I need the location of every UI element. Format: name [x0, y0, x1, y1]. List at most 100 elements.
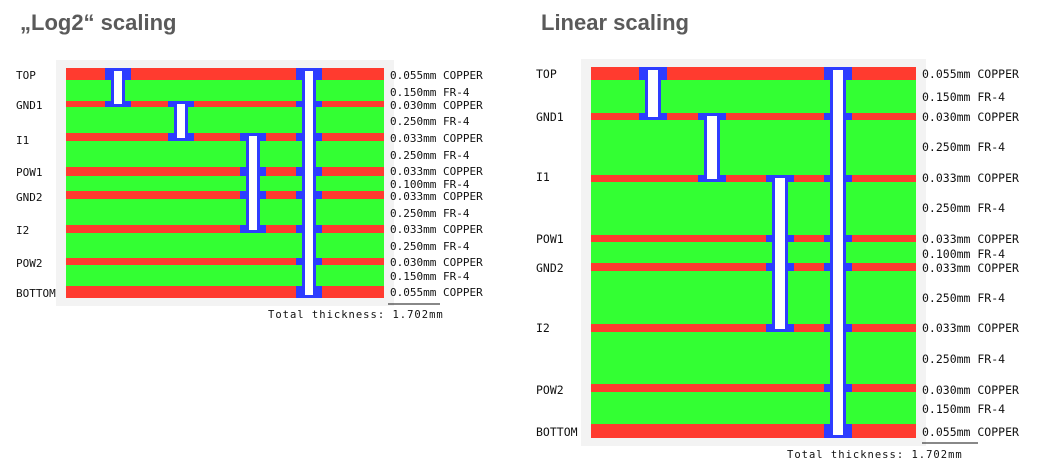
- linear-scaling-panel: Linear scaling 0.055mm COPPER 0.150mm FR-…: [525, 0, 1050, 473]
- through-via-pad: [824, 235, 830, 242]
- fr4-layer: [66, 176, 384, 191]
- buried-via-lower-pad: [240, 225, 246, 233]
- layer-thickness-label: 0.033mm COPPER: [922, 232, 1019, 246]
- blind-via-pad: [105, 68, 111, 80]
- layer-name-label: I2: [536, 321, 550, 335]
- panel-title-log2: „Log2“ scaling: [20, 10, 177, 35]
- buried-via-lower-pad: [766, 324, 772, 332]
- buried-via-lower-pad: [240, 167, 246, 176]
- blind-via-pad: [661, 113, 667, 120]
- layer-name-label: POW2: [16, 257, 43, 270]
- through-via-pad: [316, 133, 322, 141]
- layer-name-label: I1: [536, 170, 550, 184]
- blind-via-hole: [648, 70, 658, 117]
- layer-thickness-label: 0.055mm COPPER: [390, 69, 483, 82]
- through-via-pad: [316, 68, 322, 80]
- buried-via-upper-pad: [698, 175, 704, 182]
- through-via-pad: [316, 101, 322, 107]
- copper-layer: [66, 225, 384, 233]
- through-via-pad: [824, 113, 830, 120]
- through-via-pad: [296, 258, 302, 265]
- buried-via-lower-hole: [249, 136, 257, 230]
- layer-thickness-label: 0.250mm FR-4: [922, 352, 1005, 366]
- panel-title-linear: Linear scaling: [541, 10, 689, 35]
- blind-via-pad: [639, 113, 645, 120]
- through-via-pad: [296, 133, 302, 141]
- layer-thickness-label: 0.033mm COPPER: [922, 171, 1019, 185]
- through-via-pad: [846, 324, 852, 332]
- buried-via-upper-pad: [168, 133, 174, 141]
- through-via-pad: [296, 101, 302, 107]
- through-via-pad: [296, 286, 302, 298]
- fr4-layer: [591, 271, 916, 324]
- through-via-pad: [846, 113, 852, 120]
- total-thickness-label: Total thickness: 1.702mm: [787, 449, 963, 461]
- buried-via-lower-pad: [240, 133, 246, 141]
- layer-thickness-label: 0.055mm COPPER: [922, 67, 1019, 81]
- blind-via-pad: [125, 68, 131, 80]
- layer-thickness-label: 0.250mm FR-4: [390, 207, 470, 220]
- copper-layer: [66, 101, 384, 107]
- layer-name-label: TOP: [536, 67, 557, 81]
- through-via-pad: [296, 225, 302, 233]
- fr4-layer: [66, 199, 384, 225]
- through-via-hole: [305, 71, 313, 295]
- through-via-pad: [824, 263, 830, 271]
- layer-thickness-label: 0.030mm COPPER: [922, 110, 1019, 124]
- log2-scaling-panel: „Log2“ scaling 0.055mm COPPER 0.150mm FR-…: [16, 10, 483, 321]
- layer-thickness-label: 0.150mm FR-4: [922, 90, 1005, 104]
- buried-via-upper-hole: [707, 116, 717, 179]
- fr4-layer: [66, 141, 384, 167]
- layer-thickness-label: 0.250mm FR-4: [390, 115, 470, 128]
- layer-name-label: GND2: [16, 191, 43, 204]
- layer-name-label: BOTTOM: [16, 287, 56, 300]
- layer-thickness-label: 0.033mm COPPER: [390, 132, 483, 145]
- buried-via-lower-pad: [260, 133, 266, 141]
- layer-thickness-label: 0.030mm COPPER: [390, 99, 483, 112]
- through-via-pad: [824, 384, 830, 392]
- layer-thickness-label: 0.250mm FR-4: [390, 240, 470, 253]
- buried-via-upper-pad: [188, 101, 194, 107]
- blind-via-pad: [125, 101, 131, 107]
- through-via-pad: [316, 191, 322, 199]
- buried-via-upper-hole: [177, 104, 185, 138]
- buried-via-lower-pad: [260, 225, 266, 233]
- through-via-pad: [846, 384, 852, 392]
- layer-thickness-label: 0.150mm FR-4: [390, 270, 470, 283]
- through-via-pad: [824, 67, 830, 80]
- linear-stackup-diagram: 0.055mm COPPER 0.150mm FR-4 0.030mm COPPER…: [536, 59, 1019, 461]
- layer-thickness-label: 0.055mm COPPER: [922, 425, 1019, 439]
- buried-via-lower-hole: [775, 178, 785, 329]
- buried-via-lower-pad: [766, 175, 772, 182]
- through-via-pad: [316, 286, 322, 298]
- buried-via-lower-pad: [240, 191, 246, 199]
- layer-thickness-label: 0.033mm COPPER: [922, 321, 1019, 335]
- layer-name-label: I1: [16, 134, 29, 147]
- layer-name-label: GND1: [16, 99, 43, 112]
- through-via-pad: [824, 424, 830, 438]
- blind-via-hole: [114, 71, 122, 104]
- layer-thickness-label: 0.030mm COPPER: [390, 256, 483, 269]
- layer-thickness-label: 0.250mm FR-4: [922, 140, 1005, 154]
- fr4-layer: [591, 332, 916, 384]
- buried-via-upper-pad: [168, 101, 174, 107]
- buried-via-upper-pad: [720, 113, 726, 120]
- through-via-pad: [316, 167, 322, 176]
- through-via-pad: [824, 175, 830, 182]
- layer-name-label: POW1: [536, 232, 564, 246]
- fr4-layer: [591, 392, 916, 424]
- layer-thickness-label: 0.100mm FR-4: [390, 178, 470, 191]
- through-via-pad: [316, 225, 322, 233]
- fr4-layer: [591, 80, 916, 113]
- layer-thickness-label: 0.250mm FR-4: [922, 201, 1005, 215]
- copper-layer: [591, 424, 916, 438]
- layer-thickness-label: 0.100mm FR-4: [922, 247, 1005, 261]
- through-via-pad: [824, 324, 830, 332]
- buried-via-lower-pad: [260, 167, 266, 176]
- layer-thickness-label: 0.030mm COPPER: [922, 383, 1019, 397]
- layer-thickness-label: 0.055mm COPPER: [390, 286, 483, 299]
- layer-name-label: GND2: [536, 261, 564, 275]
- layer-thickness-label: 0.033mm COPPER: [922, 261, 1019, 275]
- buried-via-lower-pad: [788, 235, 794, 242]
